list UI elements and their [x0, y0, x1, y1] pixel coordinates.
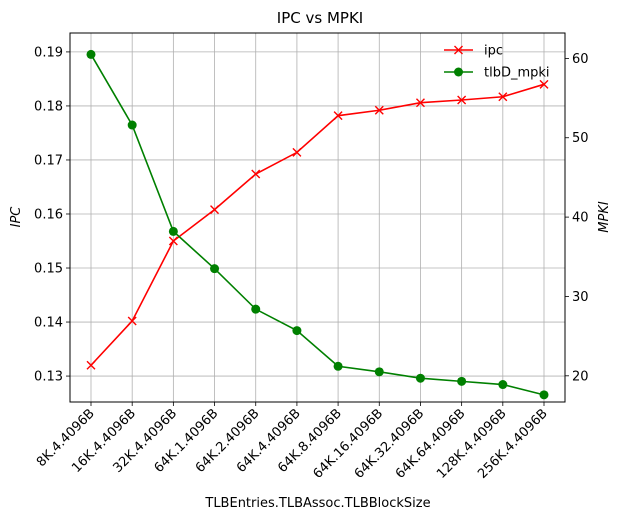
y-left-tick-label: 0.13 — [34, 370, 63, 385]
legend-label-tlbD_mpki: tlbD_mpki — [484, 66, 550, 81]
plot-frame — [69, 32, 566, 403]
data-point-tlbD_mpki — [415, 373, 425, 383]
data-point-ipc — [168, 236, 178, 246]
data-point-tlbD_mpki — [251, 304, 261, 314]
y-right-tick-label: 20 — [572, 369, 589, 384]
data-point-tlbD_mpki — [168, 226, 178, 236]
data-point-ipc — [127, 316, 137, 326]
legend-marker-ipc — [454, 45, 463, 55]
grid — [70, 33, 565, 402]
y-right-tick-label: 60 — [572, 52, 589, 67]
data-point-ipc — [292, 147, 302, 157]
data-point-tlbD_mpki — [498, 380, 508, 390]
y-left-tick-label: 0.16 — [34, 207, 63, 222]
y-right-tick-label: 50 — [572, 131, 589, 146]
data-point-tlbD_mpki — [333, 361, 343, 371]
y-left-tick-label: 0.15 — [34, 262, 63, 277]
data-point-tlbD_mpki — [127, 120, 137, 130]
data-point-ipc — [210, 205, 220, 215]
x-axis-label: TLBEntries.TLBAssoc.TLBBlockSize — [204, 496, 430, 511]
data-point-tlbD_mpki — [539, 390, 549, 400]
y-right-tick-label: 30 — [572, 290, 589, 305]
series-line-ipc — [90, 83, 545, 366]
data-point-tlbD_mpki — [292, 326, 302, 336]
data-point-tlbD_mpki — [374, 367, 384, 377]
data-point-ipc — [457, 95, 467, 105]
data-point-tlbD_mpki — [86, 49, 96, 59]
y-left-tick-label: 0.19 — [34, 45, 63, 60]
ticks: 8K.4.4096B16K.4.4096B32K.4.4096B64K.1.40… — [34, 45, 589, 481]
chart-title: IPC vs MPKI — [277, 9, 363, 27]
y-axis-right-label: MPKI — [597, 201, 612, 233]
data-point-ipc — [86, 360, 96, 370]
data-point-ipc — [374, 105, 384, 115]
data-point-ipc — [251, 169, 261, 179]
data-point-ipc — [498, 92, 508, 102]
data-point-ipc — [539, 79, 549, 89]
legend-marker-tlbD_mpki — [454, 67, 463, 77]
legend: ipc tlbD_mpki — [444, 44, 550, 81]
y-left-tick-label: 0.18 — [34, 99, 63, 114]
series-line-tlbD_mpki — [90, 54, 545, 396]
data-point-ipc — [415, 98, 425, 108]
y-left-tick-label: 0.17 — [34, 153, 63, 168]
y-right-tick-label: 40 — [572, 211, 589, 226]
data-point-ipc — [333, 111, 343, 121]
data-point-tlbD_mpki — [210, 264, 220, 274]
legend-label-ipc: ipc — [484, 44, 503, 59]
series-layer — [86, 49, 549, 400]
y-left-tick-label: 0.14 — [34, 316, 63, 331]
data-point-tlbD_mpki — [457, 376, 467, 386]
y-axis-left-label: IPC — [9, 206, 24, 228]
